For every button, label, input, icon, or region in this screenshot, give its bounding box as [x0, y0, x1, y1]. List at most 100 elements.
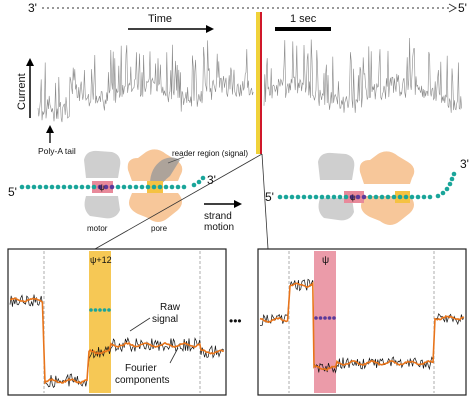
nucleotide-bead [19, 184, 25, 190]
nucleotide-bead [451, 171, 457, 177]
fourier-label-line2: components [115, 375, 169, 386]
current-axis-label: Current [16, 73, 28, 110]
right-strand-3prime: 3' [460, 157, 469, 171]
nucleotide-bead [67, 184, 73, 190]
panel-nucleotide-bead [89, 308, 93, 312]
pore-protein-top-right [359, 151, 415, 184]
nucleotide-bead [331, 194, 337, 200]
nucleotide-bead [151, 184, 157, 190]
modified-nucleotide-bead [349, 194, 355, 200]
panel-nucleotide-bead [107, 308, 111, 312]
psi-highlight-left [92, 181, 113, 193]
psi-plus-12-band [89, 251, 111, 393]
nucleotide-bead [301, 194, 307, 200]
yellow-highlight-right [395, 191, 410, 203]
raw-signal-pointer [129, 317, 151, 332]
fourier-components-trace-right [259, 281, 465, 371]
fourier-label-line1: Fourier [125, 363, 157, 374]
time-label: Time [148, 13, 172, 25]
nucleotide-bead [295, 194, 301, 200]
left-strand-3prime: 3' [207, 173, 216, 187]
nucleotide-bead [91, 184, 97, 190]
nucleotide-bead [115, 184, 121, 190]
panel-nucleotide-bead [327, 316, 332, 320]
nucleotide-bead [403, 194, 409, 200]
raw-signal-trace-left [9, 294, 225, 389]
nucleotide-bead [343, 194, 349, 200]
panel-nucleotide-bead [332, 316, 336, 320]
modified-nucleotide-bead [355, 194, 361, 200]
nucleotide-bead [79, 184, 85, 190]
left-pore-schematic [19, 149, 206, 222]
nucleotide-bead [379, 194, 385, 200]
fourier-pointer [169, 347, 179, 364]
nucleotide-bead [139, 184, 145, 190]
zoom-line-right [261, 153, 269, 250]
motor-protein-bottom-left [84, 196, 120, 219]
psi-band [314, 251, 336, 393]
top-left-3prime-label: 3' [28, 1, 37, 15]
nucleotide-bead [307, 194, 313, 200]
right-strand-5prime: 5' [265, 190, 274, 204]
rna-strand-beads-right [277, 171, 457, 200]
right-pore-schematic [277, 151, 457, 225]
strand-motion-label-line2: motion [204, 222, 234, 233]
nucleotide-bead [31, 184, 37, 190]
nucleotide-bead [367, 194, 373, 200]
top-dotted-arrowhead [448, 3, 458, 13]
strand-motion-label-line1: strand [204, 211, 232, 222]
strand-motion-arrowhead [234, 200, 242, 208]
nucleotide-bead [145, 184, 151, 190]
nucleotide-bead [55, 184, 61, 190]
nucleotide-bead [196, 179, 202, 185]
motor-protein-bottom-right [318, 198, 354, 221]
nucleotide-bead [435, 193, 441, 199]
modified-nucleotide-bead [361, 194, 367, 200]
nucleotide-bead [73, 184, 79, 190]
nucleotide-bead [415, 194, 421, 200]
current-axis-arrowhead [26, 58, 34, 66]
zoom-panel-right [257, 248, 467, 396]
fourier-components-trace-left [10, 297, 224, 385]
nucleotide-bead [409, 194, 415, 200]
nucleotide-bead [373, 194, 379, 200]
left-psi-label: ψ [99, 183, 105, 192]
nucleotide-bead [391, 194, 397, 200]
right-psi-label: ψ [350, 193, 356, 202]
nucleotide-bead [313, 194, 319, 200]
nucleotide-bead [427, 194, 433, 200]
motor-protein-top-left [84, 150, 121, 178]
current-position-red-line [260, 12, 262, 154]
nucleotide-bead [200, 175, 206, 181]
raw-signal-trace-right [259, 278, 464, 374]
scale-bar [275, 27, 331, 31]
nucleotide-bead [121, 184, 127, 190]
nucleotide-bead [181, 184, 187, 190]
time-arrowhead [206, 25, 214, 33]
nucleotide-bead [447, 181, 453, 187]
zoom-panel-left [7, 248, 227, 396]
panel-beads-left [89, 308, 111, 312]
nucleotide-bead [37, 184, 43, 190]
nucleotide-bead [289, 194, 295, 200]
panel-nucleotide-bead [318, 316, 323, 320]
nucleotide-bead [169, 184, 175, 190]
nucleotide-bead [61, 184, 67, 190]
modified-nucleotide-bead [109, 184, 115, 190]
current-position-yellow-line [256, 12, 260, 154]
nucleotide-bead [133, 184, 139, 190]
nucleotide-bead [325, 194, 331, 200]
panel-nucleotide-bead [93, 308, 98, 312]
nucleotide-bead [49, 184, 55, 190]
nucleotide-bead [191, 182, 197, 188]
motor-label: motor [87, 224, 108, 233]
raw-current-trace-right [263, 37, 462, 113]
nucleotide-bead [449, 176, 455, 182]
nucleotide-bead [444, 186, 450, 192]
nucleotide-bead [421, 194, 427, 200]
panel-beads-right [314, 316, 336, 320]
nucleotide-bead [163, 184, 169, 190]
raw-signal-label-line1: Raw [160, 302, 181, 313]
raw-current-trace-left [37, 40, 254, 123]
nucleotide-bead [157, 184, 163, 190]
